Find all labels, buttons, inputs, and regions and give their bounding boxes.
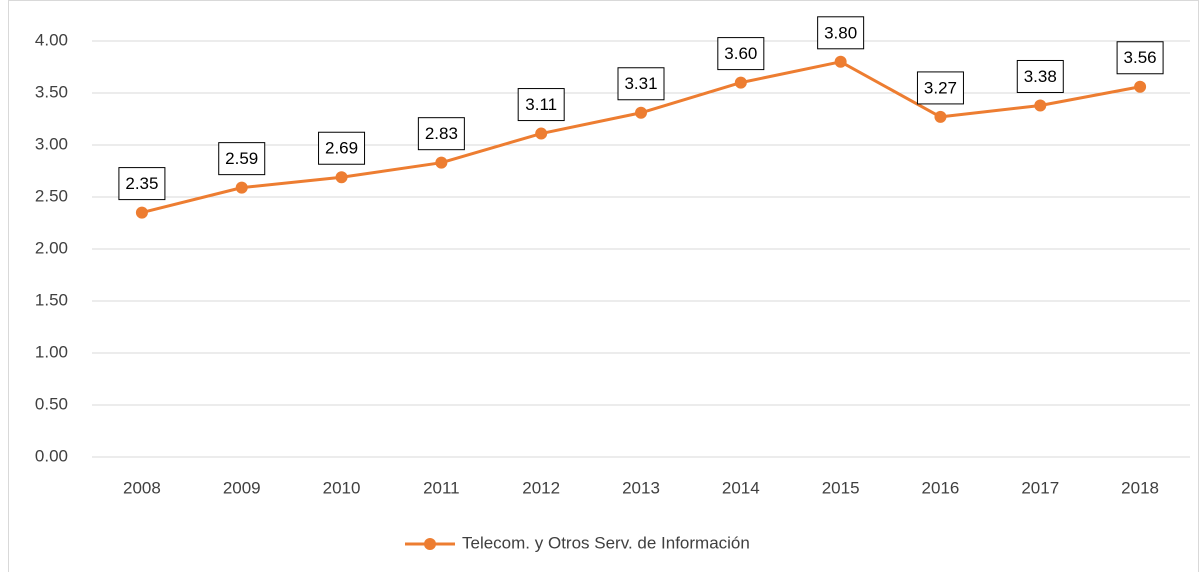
point	[734, 76, 747, 89]
y-tick-label: 2.50	[35, 186, 68, 205]
data-label: 3.31	[624, 74, 657, 93]
point	[1034, 99, 1047, 112]
point	[934, 110, 947, 123]
data-label: 3.27	[924, 78, 957, 97]
point	[435, 156, 448, 169]
x-tick-label: 2014	[722, 478, 760, 497]
data-label: 3.38	[1024, 67, 1057, 86]
label-box	[517, 88, 565, 122]
label-box	[817, 16, 865, 50]
point	[135, 206, 148, 219]
chart-frame	[8, 0, 1199, 572]
label-box	[916, 71, 964, 105]
data-label: 3.11	[525, 95, 557, 114]
point	[335, 171, 348, 184]
x-tick-label: 2016	[922, 478, 960, 497]
point	[834, 55, 847, 68]
y-tick-label: 1.00	[35, 342, 68, 361]
y-tick-label: 0.00	[35, 446, 68, 465]
y-tick-label: 3.50	[35, 82, 68, 101]
y-tick-label: 4.00	[35, 30, 68, 49]
label-box	[218, 142, 266, 176]
x-tick-label: 2008	[123, 478, 161, 497]
y-tick-label: 0.50	[35, 394, 68, 413]
label-box	[417, 117, 465, 151]
legend-marker	[424, 538, 436, 550]
data-label: 2.59	[225, 149, 258, 168]
point	[635, 106, 647, 119]
data-label: 2.83	[425, 124, 458, 143]
data-label: 2.35	[125, 174, 158, 193]
x-tick-label: 2010	[323, 478, 361, 497]
point	[1134, 80, 1147, 93]
x-tick-label: 2009	[223, 478, 261, 497]
x-tick-label: 2015	[822, 478, 860, 497]
point	[535, 127, 548, 140]
label-box	[617, 67, 665, 101]
x-tick-label: 2018	[1121, 478, 1159, 497]
data-label: 3.80	[824, 23, 857, 42]
y-tick-label: 1.50	[35, 290, 68, 309]
label-box	[118, 167, 166, 201]
label-box	[1116, 41, 1164, 75]
x-tick-label: 2012	[522, 478, 560, 497]
data-label: 3.56	[1124, 48, 1157, 67]
label-box	[717, 37, 765, 71]
x-tick-label: 2011	[423, 478, 460, 497]
legend-label: Telecom. y Otros Serv. de Información	[462, 533, 750, 552]
data-label: 2.69	[325, 139, 358, 158]
y-tick-label: 3.00	[35, 134, 68, 153]
x-tick-label: 2013	[622, 478, 660, 497]
point	[235, 181, 248, 194]
x-tick-label: 2017	[1021, 478, 1059, 497]
label-box	[1016, 59, 1064, 93]
y-tick-label: 2.00	[35, 238, 68, 257]
data-label: 3.60	[724, 44, 757, 63]
label-box	[318, 131, 366, 165]
